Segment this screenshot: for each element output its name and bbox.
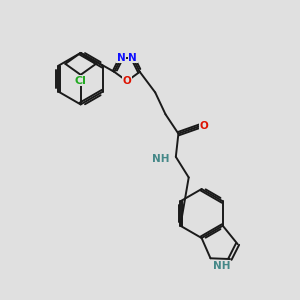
Text: N: N: [128, 53, 137, 63]
Text: NH: NH: [214, 261, 231, 271]
Text: O: O: [123, 76, 131, 86]
Text: O: O: [200, 121, 208, 131]
Text: NH: NH: [152, 154, 170, 164]
Text: Cl: Cl: [75, 76, 87, 85]
Text: N: N: [117, 53, 126, 63]
